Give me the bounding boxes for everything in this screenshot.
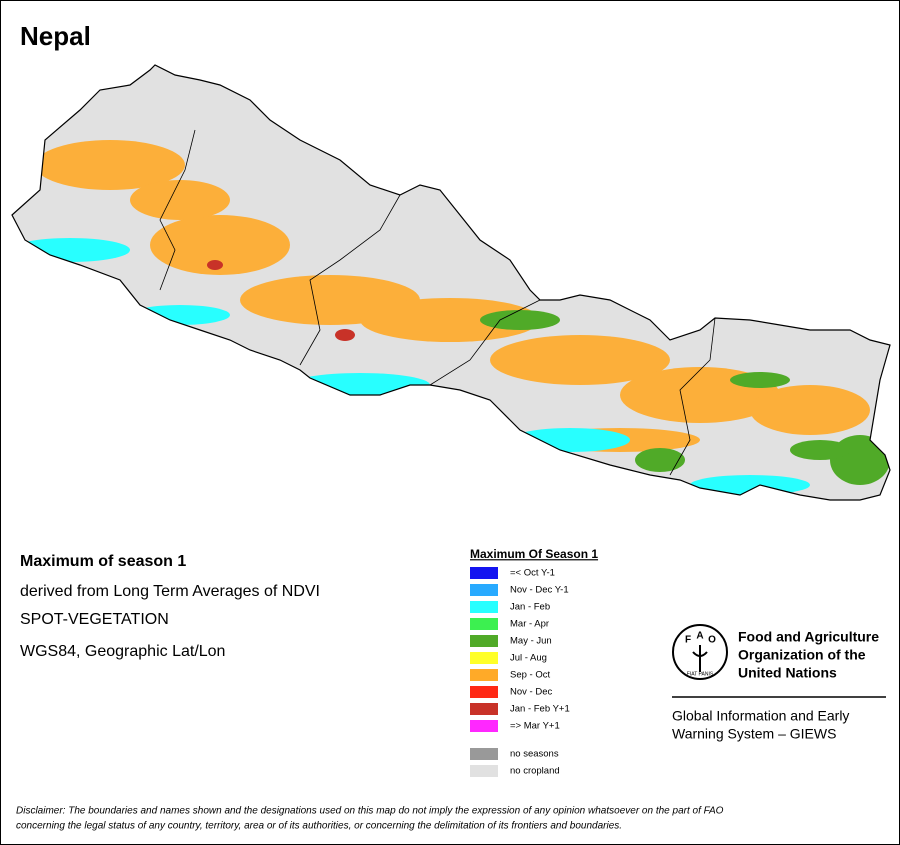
legend-swatch [470, 703, 498, 715]
legend-label: Jan - Feb [510, 602, 550, 613]
info-line: Maximum of season 1 [20, 553, 186, 570]
legend-label: Nov - Dec [510, 687, 552, 698]
disclaimer-line: concerning the legal status of any count… [16, 821, 622, 832]
legend-swatch [470, 669, 498, 681]
fao-logo: F A O FIAT PANIS [672, 624, 728, 680]
legend: =< Oct Y-1 Nov - Dec Y-1 Jan - Feb Mar - Ap… [470, 567, 570, 777]
fao-name: United Nations [738, 665, 837, 681]
logo-letter: F [685, 635, 691, 646]
legend-title: Maximum Of Season 1 [470, 547, 598, 561]
legend-label: => Mar Y+1 [510, 721, 560, 732]
fao-text: Food and Agriculture Organization of the U… [672, 629, 879, 742]
legend-swatch [470, 748, 498, 760]
disclaimer: Disclaimer: The boundaries and names sho… [16, 806, 724, 832]
legend-swatch [470, 635, 498, 647]
giews-name: Warning System – GIEWS [672, 726, 836, 742]
legend-label: Jul - Aug [510, 653, 547, 664]
legend-swatch [470, 686, 498, 698]
logo-motto: FIAT PANIS [687, 671, 714, 677]
legend-swatch [470, 652, 498, 664]
legend-swatch [470, 765, 498, 777]
may-jun-areas [480, 310, 890, 485]
giews-name: Global Information and Early [672, 708, 849, 724]
info-text: Maximum of season 1 derived from Long Ter… [20, 553, 320, 660]
jan-feb-y1-areas [207, 260, 355, 341]
legend-label: no cropland [510, 766, 560, 777]
logo-wheat [692, 645, 708, 672]
legend-swatch [470, 601, 498, 613]
legend-swatch [470, 720, 498, 732]
legend-label: no seasons [510, 749, 559, 760]
map-title: Nepal [20, 21, 91, 51]
fao-name: Food and Agriculture [738, 629, 879, 645]
legend-swatch [470, 618, 498, 630]
logo-letter: O [708, 635, 716, 646]
disclaimer-line: Disclaimer: The boundaries and names sho… [16, 806, 724, 817]
legend-swatch [470, 584, 498, 596]
legend-label: Jan - Feb Y+1 [510, 704, 570, 715]
province-borders [159, 129, 716, 476]
legend-label: =< Oct Y-1 [510, 568, 555, 579]
logo-ring [672, 624, 728, 680]
legend-swatch [470, 567, 498, 579]
info-line: derived from Long Term Averages of NDVI [20, 583, 320, 600]
legend-label: Nov - Dec Y-1 [510, 585, 569, 596]
fao-name: Organization of the [738, 647, 866, 663]
info-line: WGS84, Geographic Lat/Lon [20, 643, 225, 660]
legend-label: Sep - Oct [510, 670, 550, 681]
logo-letter: A [696, 631, 703, 642]
legend-label: May - Jun [510, 636, 552, 647]
legend-label: Mar - Apr [510, 619, 549, 630]
info-line: SPOT-VEGETATION [20, 611, 169, 628]
